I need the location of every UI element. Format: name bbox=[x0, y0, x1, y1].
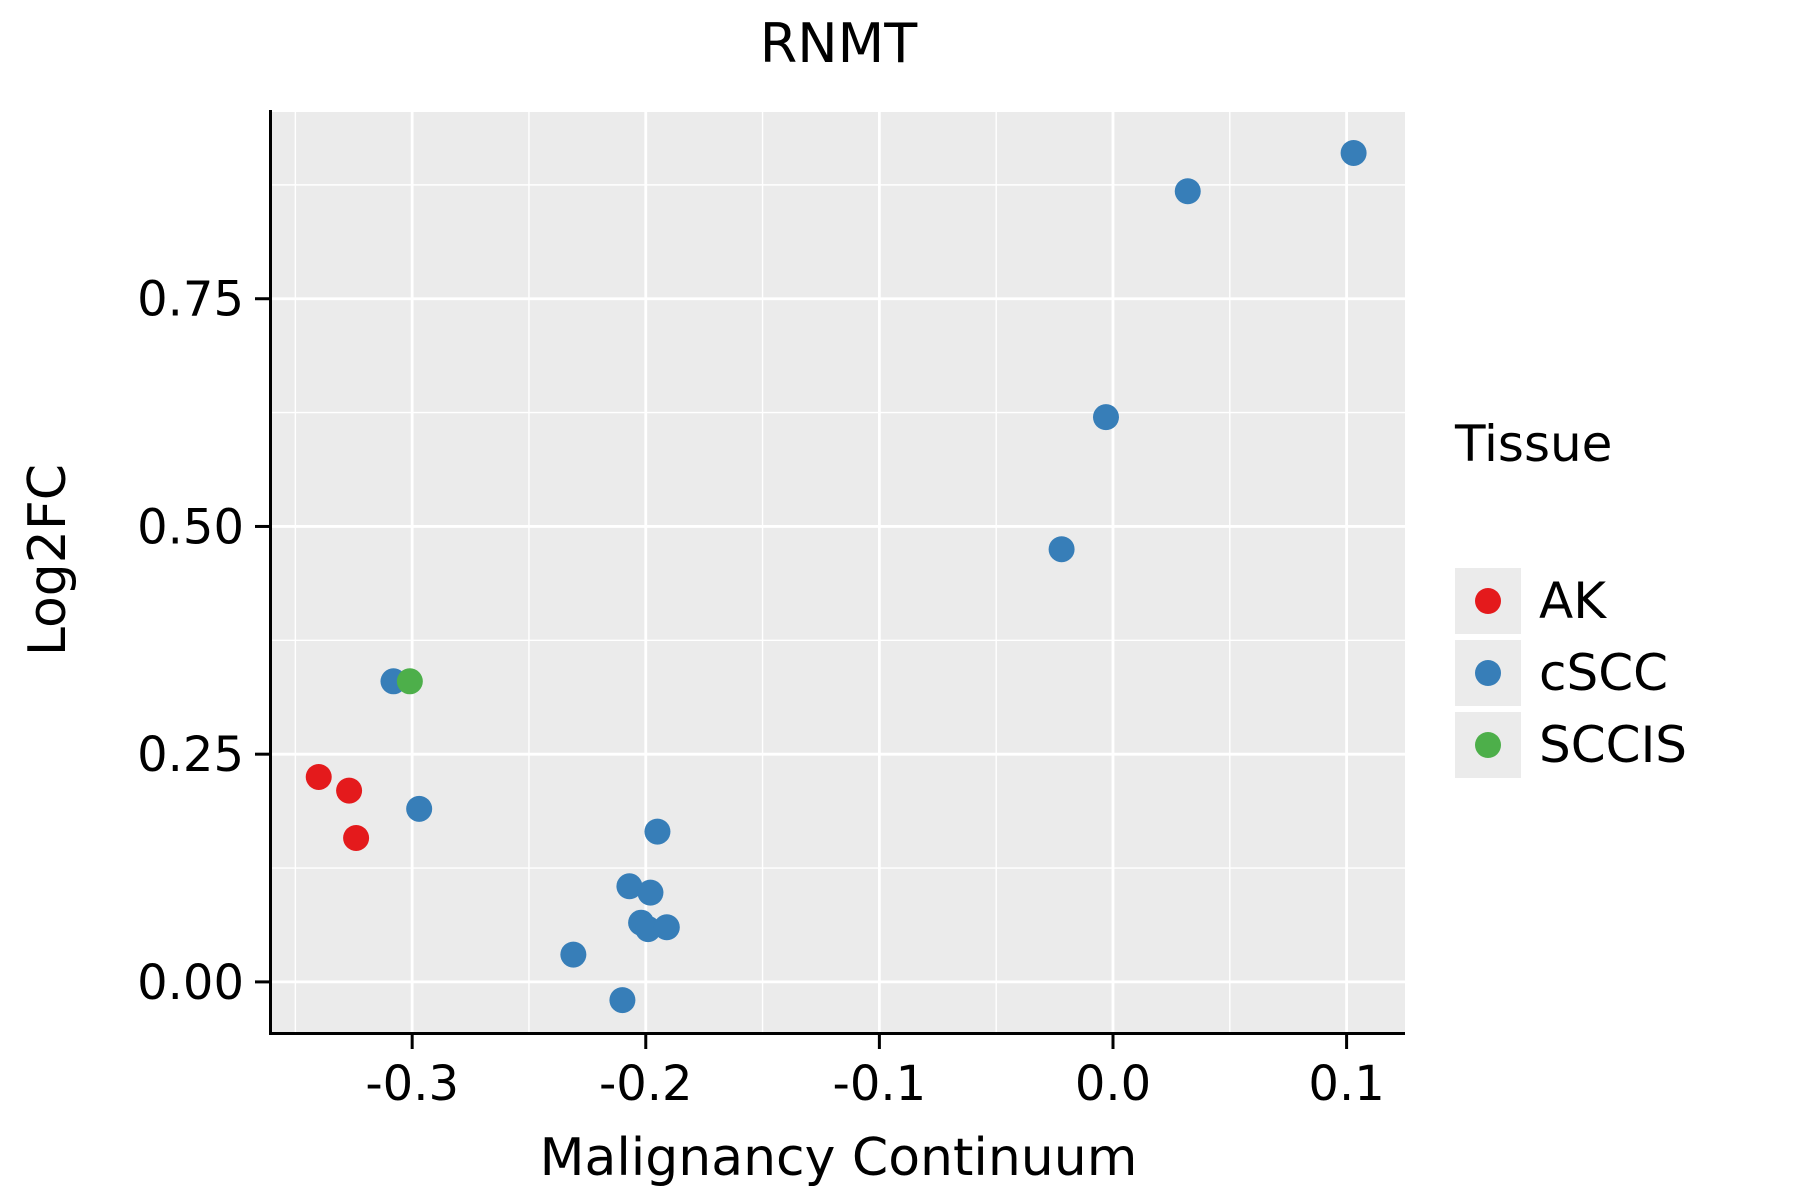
x-axis-label: Malignancy Continuum bbox=[539, 1128, 1138, 1188]
point-cSCC bbox=[1340, 139, 1367, 166]
point-cSCC bbox=[1048, 536, 1075, 563]
legend-label: SCCIS bbox=[1539, 716, 1688, 774]
point-cSCC bbox=[609, 987, 636, 1014]
y-tick-label: 0.50 bbox=[137, 499, 244, 555]
legend-key bbox=[1455, 568, 1521, 634]
legend-title: Tissue bbox=[1455, 415, 1613, 473]
plot-panel bbox=[272, 112, 1405, 1032]
x-tick-label: 0.1 bbox=[1308, 1056, 1384, 1112]
legend-dot-icon bbox=[1475, 732, 1501, 758]
point-cSCC bbox=[635, 916, 662, 943]
x-tick-label: 0.0 bbox=[1075, 1056, 1151, 1112]
legend-dot-icon bbox=[1475, 588, 1501, 614]
point-cSCC bbox=[637, 879, 664, 906]
point-cSCC bbox=[406, 795, 433, 822]
legend-key bbox=[1455, 712, 1521, 778]
chart-title: RNMT bbox=[759, 12, 918, 75]
legend-entry-AK: AK bbox=[1455, 568, 1687, 634]
legend-key bbox=[1455, 640, 1521, 706]
legend-dot-icon bbox=[1475, 660, 1501, 686]
legend-label: AK bbox=[1539, 572, 1606, 630]
point-cSCC bbox=[1092, 404, 1119, 431]
point-cSCC bbox=[653, 914, 680, 941]
legend-label: cSCC bbox=[1539, 644, 1669, 702]
legend-entry-SCCIS: SCCIS bbox=[1455, 712, 1687, 778]
y-axis-label: Log2FC bbox=[18, 463, 78, 657]
x-tick-label: -0.1 bbox=[833, 1056, 927, 1112]
point-cSCC bbox=[560, 941, 587, 968]
legend-entry-cSCC: cSCC bbox=[1455, 640, 1687, 706]
y-tick-label: 0.00 bbox=[137, 955, 244, 1011]
y-tick-label: 0.25 bbox=[137, 727, 244, 783]
point-cSCC bbox=[616, 873, 643, 900]
point-cSCC bbox=[644, 818, 671, 845]
legend-entries: AK cSCC SCCIS bbox=[1455, 568, 1687, 778]
point-AK bbox=[336, 777, 363, 804]
x-tick-label: -0.3 bbox=[365, 1056, 459, 1112]
legend: Tissue AK cSCC SCCIS bbox=[1455, 415, 1687, 784]
point-SCCIS bbox=[396, 668, 423, 695]
y-tick-label: 0.75 bbox=[137, 272, 244, 328]
x-tick-label: -0.2 bbox=[599, 1056, 693, 1112]
point-AK bbox=[305, 763, 332, 790]
point-cSCC bbox=[1174, 178, 1201, 205]
point-AK bbox=[343, 824, 370, 851]
